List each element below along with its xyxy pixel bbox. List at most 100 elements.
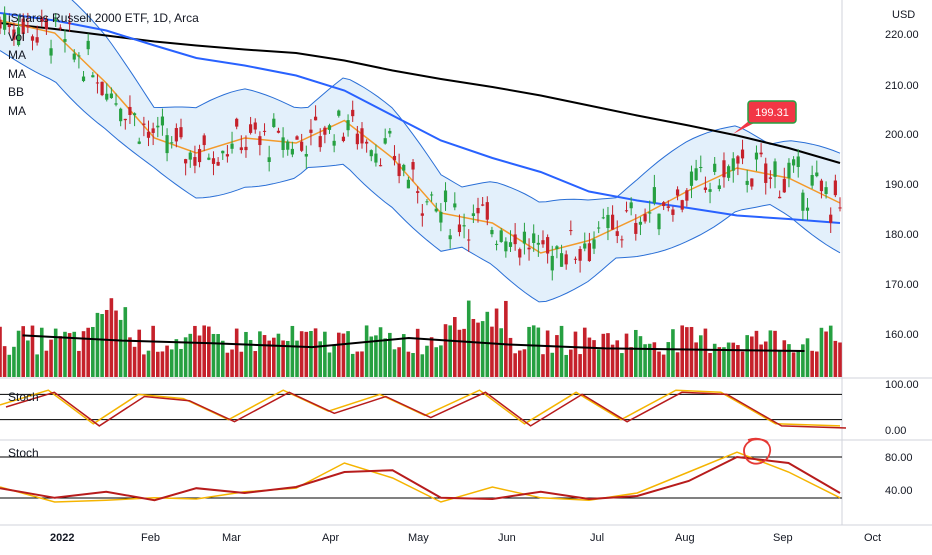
candle-body <box>49 48 53 56</box>
candle-body <box>476 207 480 214</box>
price-tick-180: 180.00 <box>885 229 919 241</box>
legend-bb[interactable]: BB <box>8 85 25 99</box>
stoch-2-label[interactable]: Stoch <box>8 446 39 460</box>
volume-bar <box>211 333 216 377</box>
volume-bar <box>536 327 541 377</box>
volume-bar <box>601 333 606 377</box>
volume-bar <box>30 325 35 377</box>
candle-body <box>689 171 694 186</box>
volume-bar <box>318 341 323 377</box>
candle-body <box>119 108 123 122</box>
volume-bar <box>708 353 712 377</box>
volume-bar <box>225 352 230 377</box>
candle-body <box>773 161 777 177</box>
volume-bar <box>791 352 796 377</box>
legend-vol[interactable]: Vol <box>8 29 25 44</box>
volume-bar <box>731 342 736 377</box>
volume-bar <box>768 330 773 377</box>
volume-bar <box>336 332 341 377</box>
volume-bar <box>67 333 72 377</box>
stoch-1-label[interactable]: Stoch <box>8 390 39 404</box>
candle-body <box>21 18 25 34</box>
volume-bar <box>350 353 355 377</box>
candle-body <box>7 24 11 28</box>
legend-ma-3[interactable]: MA <box>8 103 26 118</box>
volume-bar <box>471 318 476 377</box>
volume-bar <box>824 331 828 377</box>
candle-body <box>648 212 652 214</box>
volume-bar <box>675 352 680 377</box>
legend-ma-1[interactable]: MA <box>8 48 26 62</box>
candle-body <box>276 130 281 133</box>
volume-bars <box>0 298 842 377</box>
volume-bar <box>569 349 573 377</box>
volume-bar <box>643 344 647 377</box>
volume-bar <box>128 337 132 377</box>
volume-bar <box>680 325 685 377</box>
candle-body <box>309 129 313 133</box>
volume-bar <box>91 326 95 377</box>
candle-body <box>471 213 475 217</box>
candle-body <box>114 103 118 105</box>
candle-body <box>666 206 670 208</box>
price-tick-200: 200.00 <box>885 129 919 141</box>
candle-body <box>146 131 151 138</box>
candle-body <box>481 204 485 206</box>
candle-body <box>778 196 782 199</box>
volume-bar <box>582 327 587 377</box>
candle-body <box>123 118 127 121</box>
volume-bar <box>559 325 564 377</box>
candle-body <box>397 163 401 177</box>
candle-body <box>262 130 267 132</box>
candle-body <box>281 137 285 150</box>
volume-bar <box>750 336 754 377</box>
volume-bar <box>638 336 643 377</box>
candle-body <box>174 128 178 142</box>
volume-bar <box>53 328 58 377</box>
legend-symbol[interactable]: iShares Russell 2000 ETF, 1D, Arca <box>8 11 199 25</box>
candle-body <box>369 150 373 157</box>
candle-body <box>805 207 810 211</box>
candle-body <box>448 235 452 240</box>
candle-body <box>740 149 745 159</box>
candle-body <box>601 217 605 219</box>
volume-bar <box>109 298 114 377</box>
x-label-oct: Oct <box>864 532 881 544</box>
candle-body <box>536 242 540 245</box>
candle-body <box>518 249 522 258</box>
volume-bar <box>833 340 838 377</box>
candle-body <box>202 135 206 146</box>
volume-bar <box>787 344 791 377</box>
volume-bar <box>685 327 689 377</box>
volume-bar <box>309 331 313 377</box>
candle-body <box>351 109 355 117</box>
candle-body <box>717 185 721 189</box>
candle-body <box>527 247 531 250</box>
volume-bar <box>657 351 661 377</box>
candle-body <box>323 127 327 135</box>
volume-bar <box>364 325 369 377</box>
candle-body <box>300 141 304 151</box>
volume-bar <box>517 350 522 377</box>
candle-body <box>680 200 684 210</box>
volume-bar <box>26 340 30 377</box>
ma-fast-line <box>0 19 841 254</box>
legend-ma-2[interactable]: MA <box>8 66 26 81</box>
volume-bar <box>694 342 698 377</box>
price-tick-220: 220.00 <box>885 29 919 41</box>
candle-body <box>671 209 675 215</box>
price-callout[interactable]: 199.31 <box>733 100 797 134</box>
price-tick-210: 210.00 <box>885 80 919 92</box>
volume-bar <box>174 339 179 377</box>
volume-bar <box>499 328 504 377</box>
candle-body <box>453 203 457 208</box>
volume-bar <box>698 335 703 377</box>
volume-bar <box>615 340 620 377</box>
candles <box>0 6 842 281</box>
volume-bar <box>230 349 234 377</box>
candle-body <box>532 233 536 243</box>
candle-body <box>58 27 62 29</box>
candle-body <box>91 75 95 78</box>
